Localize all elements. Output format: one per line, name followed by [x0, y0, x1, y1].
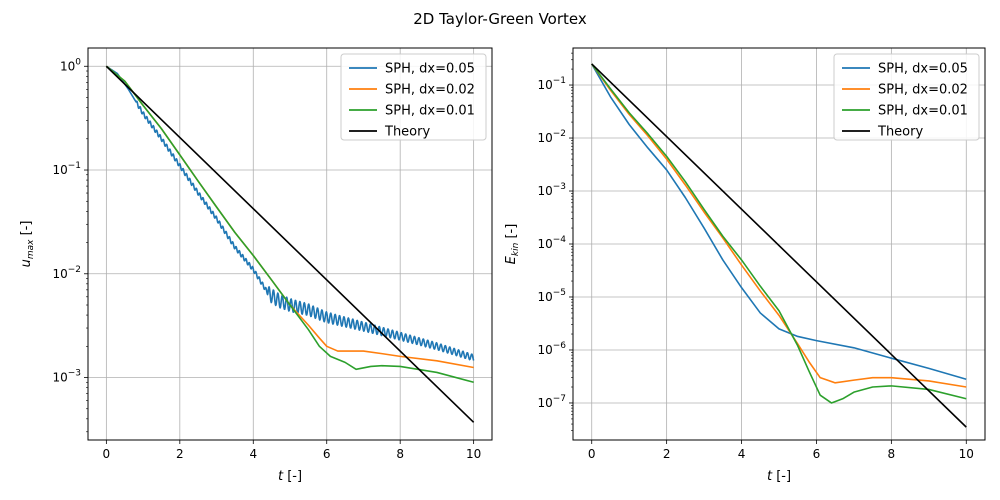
- series-line-3: [591, 63, 967, 428]
- x-tick-label: 8: [396, 447, 404, 461]
- plot-u-max: 0 2 4 6 8 10 100 10−1 10−2 10−3 t [-] umax [-] SPH, …: [19, 47, 493, 484]
- y-tick-label: 10−5: [537, 288, 566, 304]
- series-lines: [591, 63, 967, 428]
- y-tick-label: 100: [60, 57, 81, 73]
- series-line-0: [591, 63, 967, 381]
- legend-label-3: Theory: [384, 125, 430, 140]
- legend-label-0: SPH, dx=0.05: [385, 62, 475, 77]
- y-tick-label: 10−3: [537, 182, 566, 198]
- x-tick-label: 4: [249, 447, 257, 461]
- x-tick-label: 6: [813, 447, 821, 461]
- legend-box: [340, 53, 487, 141]
- legend-label-3: Theory: [877, 125, 923, 140]
- axes-frame: [87, 47, 493, 441]
- y-ticks: 100 10−1 10−2 10−3: [52, 57, 88, 433]
- x-ticks: 0 2 4 6 8 10: [103, 440, 481, 461]
- y-ticks: 10−1 10−2 10−3 10−4 10−5 10−6 10−7: [537, 52, 573, 431]
- x-tick-label: 2: [176, 447, 184, 461]
- legend-label-1: SPH, dx=0.02: [878, 83, 968, 98]
- plot-e-kin: 0 2 4 6 8 10 10−1 10−2 10−3 10−4 10−5 10−6 10−7 t [-]…: [504, 47, 986, 484]
- series-line-3: [105, 65, 475, 423]
- x-ticks: 0 2 4 6 8 10: [588, 440, 974, 461]
- series-line-2: [105, 65, 474, 384]
- legend: SPH, dx=0.05 SPH, dx=0.02 SPH, dx=0.01 Theo…: [833, 53, 980, 141]
- x-tick-label: 0: [588, 447, 596, 461]
- series-lines: [105, 65, 475, 423]
- x-axis-label: t [-]: [767, 469, 791, 484]
- y-tick-label: 10−2: [52, 265, 81, 281]
- figure-title: 2D Taylor-Green Vortex: [413, 10, 587, 28]
- x-tick-label: 8: [888, 447, 896, 461]
- y-tick-label: 10−6: [537, 341, 566, 357]
- legend-label-2: SPH, dx=0.01: [385, 104, 475, 119]
- legend-label-0: SPH, dx=0.05: [878, 62, 968, 77]
- x-tick-label: 10: [466, 447, 481, 461]
- x-tick-label: 2: [663, 447, 671, 461]
- legend-label-2: SPH, dx=0.01: [878, 104, 968, 119]
- y-tick-label: 10−2: [537, 129, 566, 145]
- y-axis-label: umax [-]: [19, 221, 36, 268]
- series-line-2: [591, 63, 967, 404]
- x-tick-label: 0: [103, 447, 111, 461]
- x-tick-label: 10: [959, 447, 974, 461]
- legend-box: [833, 53, 980, 141]
- y-tick-label: 10−4: [537, 235, 566, 251]
- y-tick-label: 10−1: [52, 161, 81, 177]
- y-axis-label: Ekin [-]: [504, 224, 521, 265]
- x-tick-label: 4: [738, 447, 746, 461]
- legend-label-1: SPH, dx=0.02: [385, 83, 475, 98]
- series-line-1: [591, 63, 967, 388]
- legend: SPH, dx=0.05 SPH, dx=0.02 SPH, dx=0.01 Theo…: [340, 53, 487, 141]
- x-axis-label: t [-]: [278, 469, 302, 484]
- x-tick-label: 6: [323, 447, 331, 461]
- y-tick-label: 10−1: [537, 76, 566, 92]
- y-tick-label: 10−3: [52, 369, 81, 385]
- y-tick-label: 10−7: [537, 394, 566, 410]
